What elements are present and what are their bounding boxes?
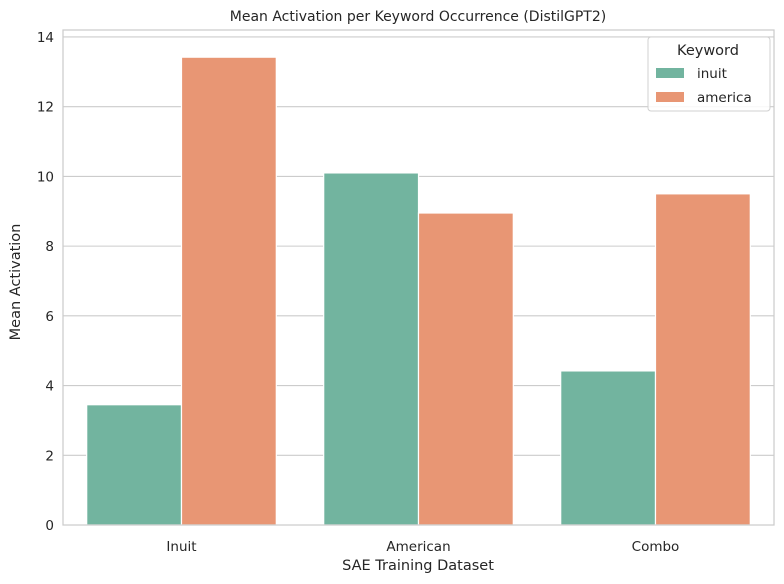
y-tick-labels: 0 2 4 6 8 10 12 14 bbox=[37, 30, 54, 534]
plot-frame bbox=[62, 29, 775, 526]
legend: Keyword inuit america bbox=[647, 36, 771, 112]
x-tick-label: American bbox=[386, 539, 450, 555]
y-tick-label: 10 bbox=[37, 169, 54, 185]
y-axis-title: Mean Activation bbox=[8, 224, 24, 341]
y-tick-label: 6 bbox=[45, 309, 54, 325]
y-tick-label: 4 bbox=[45, 379, 54, 395]
legend-swatch-america bbox=[656, 92, 684, 102]
chart-title: Mean Activation per Keyword Occurrence (… bbox=[230, 9, 606, 25]
y-tick-label: 12 bbox=[37, 100, 54, 116]
bar-america-american bbox=[417, 212, 514, 526]
x-tick-label: Inuit bbox=[166, 539, 196, 555]
bar-inuit-american bbox=[323, 172, 420, 526]
y-tick-label: 14 bbox=[37, 30, 54, 46]
bar-inuit-inuit bbox=[86, 404, 183, 526]
y-tick-label: 2 bbox=[45, 448, 54, 464]
legend-items: inuit america bbox=[656, 66, 752, 106]
bar-america-combo bbox=[654, 193, 751, 526]
legend-label-inuit: inuit bbox=[697, 66, 727, 82]
x-tick-labels: Inuit American Combo bbox=[166, 539, 679, 555]
legend-swatch-inuit bbox=[656, 68, 684, 78]
bar-america-inuit bbox=[180, 56, 277, 526]
legend-label-america: america bbox=[697, 90, 752, 106]
bars bbox=[86, 56, 751, 526]
x-axis-title: SAE Training Dataset bbox=[342, 558, 494, 574]
bar-inuit-combo bbox=[560, 370, 657, 526]
legend-title: Keyword bbox=[677, 43, 739, 59]
y-tick-label: 0 bbox=[45, 518, 54, 534]
x-tick-label: Combo bbox=[632, 539, 680, 555]
y-tick-label: 8 bbox=[45, 239, 54, 255]
